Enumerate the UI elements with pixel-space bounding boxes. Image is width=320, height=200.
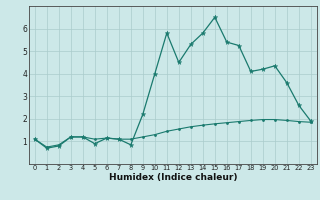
X-axis label: Humidex (Indice chaleur): Humidex (Indice chaleur) bbox=[108, 173, 237, 182]
